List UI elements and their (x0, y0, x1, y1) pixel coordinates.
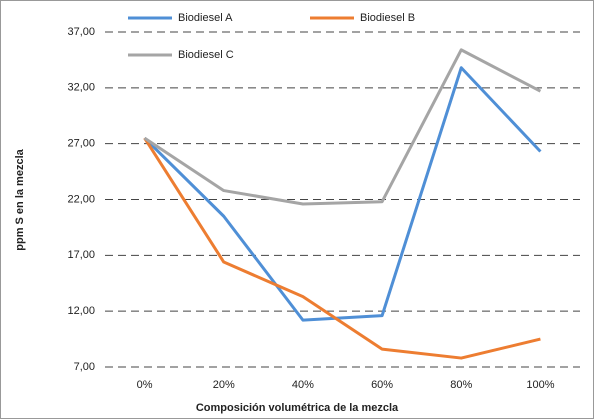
x-axis-title: Composición volumétrica de la mezcla (196, 402, 399, 414)
x-tick-label: 60% (371, 379, 393, 391)
legend-label: Biodiesel B (360, 12, 415, 24)
y-tick-label: 7,00 (74, 361, 95, 373)
data-line (143, 66, 542, 322)
x-tick-label: 80% (450, 379, 472, 391)
y-tick-label: 22,00 (67, 193, 95, 205)
data-line (143, 137, 541, 360)
legend-label: Biodiesel C (178, 49, 234, 61)
legend-label: Biodiesel A (178, 12, 233, 24)
y-tick-label: 37,00 (67, 26, 95, 38)
y-tick-label: 17,00 (67, 249, 95, 261)
y-tick-label: 27,00 (67, 138, 95, 150)
x-tick-label: 40% (292, 379, 314, 391)
data-line (143, 48, 542, 206)
x-tick-label: 20% (213, 379, 235, 391)
x-tick-label: 0% (137, 379, 153, 391)
y-tick-label: 12,00 (67, 305, 95, 317)
y-axis-title: ppm S en la mezcla (14, 148, 26, 250)
y-tick-label: 32,00 (67, 82, 95, 94)
x-tick-label: 100% (526, 379, 554, 391)
